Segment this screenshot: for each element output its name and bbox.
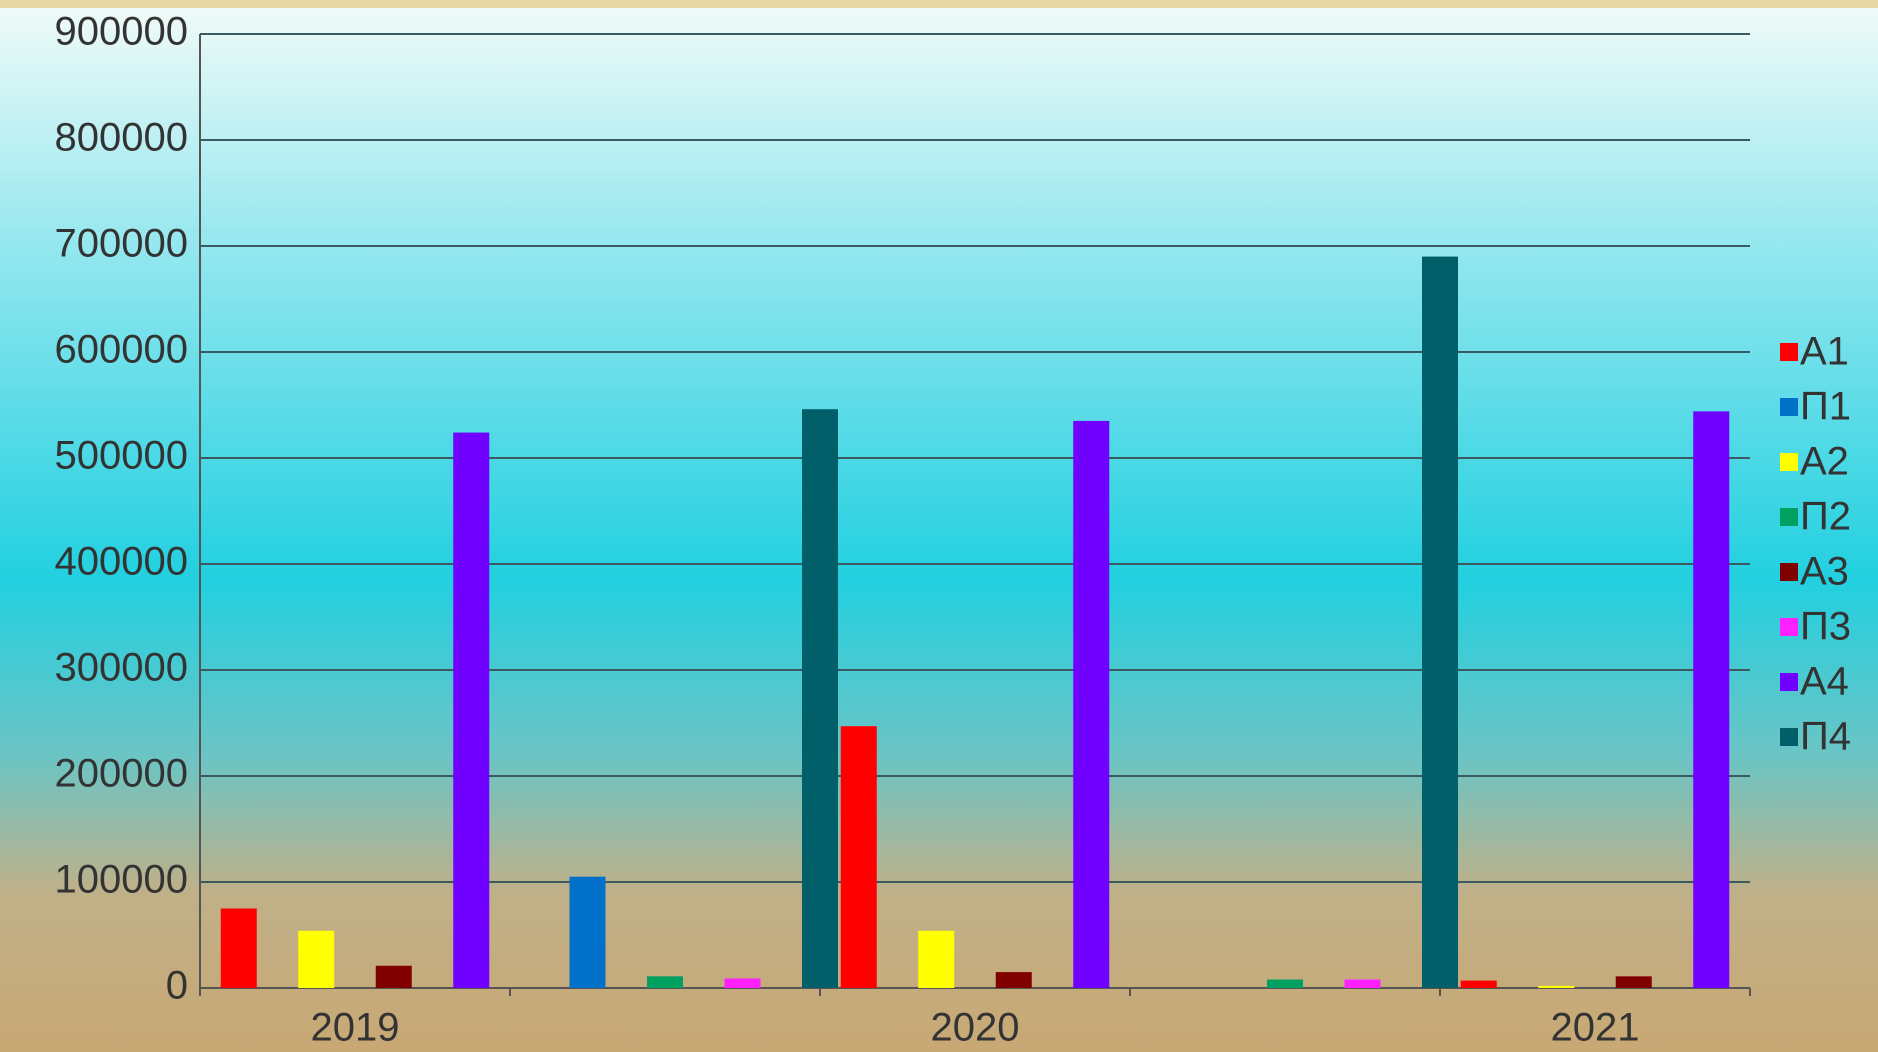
legend-swatch	[1780, 343, 1798, 361]
bar	[298, 930, 335, 988]
y-tick-label: 300000	[55, 646, 188, 690]
y-tick-label: 600000	[55, 328, 188, 372]
bar	[1538, 985, 1575, 988]
bar	[1615, 976, 1652, 988]
legend-swatch	[1780, 618, 1798, 636]
legend-swatch	[1780, 563, 1798, 581]
y-tick-label: 0	[166, 964, 188, 1008]
y-tick-label: 500000	[55, 434, 188, 478]
legend-label: А1	[1800, 330, 1849, 374]
y-tick-label: 900000	[55, 10, 188, 54]
bar	[1267, 979, 1303, 988]
legend-swatch	[1780, 673, 1798, 691]
bar	[1693, 411, 1730, 988]
y-tick-label: 400000	[55, 540, 188, 584]
legend-swatch	[1780, 508, 1798, 526]
bar	[1460, 980, 1497, 988]
bar	[1073, 420, 1110, 988]
y-tick-label: 100000	[55, 858, 188, 902]
bar	[840, 726, 877, 988]
y-tick-label: 200000	[55, 752, 188, 796]
legend-label: А2	[1800, 440, 1849, 484]
y-tick-label: 800000	[55, 116, 188, 160]
bar	[569, 876, 606, 988]
bar	[995, 972, 1032, 988]
bar	[453, 432, 490, 988]
bar	[220, 908, 257, 988]
x-tick-label: 2019	[311, 1006, 400, 1050]
legend-label: А3	[1800, 550, 1849, 594]
bar	[1344, 979, 1381, 988]
legend-label: П3	[1800, 605, 1851, 649]
bar	[724, 978, 761, 988]
x-tick-label: 2021	[1551, 1006, 1640, 1050]
x-tick-label: 2020	[931, 1006, 1020, 1050]
top-stripe	[0, 0, 1878, 8]
bar	[918, 930, 955, 988]
legend-label: П4	[1800, 715, 1851, 759]
bar	[1422, 256, 1458, 989]
legend-label: П2	[1800, 495, 1851, 539]
bar	[647, 976, 683, 988]
legend-label: А4	[1800, 660, 1849, 704]
bar	[375, 965, 412, 988]
legend-swatch	[1780, 398, 1798, 416]
bar	[802, 409, 838, 988]
legend-swatch	[1780, 453, 1798, 471]
legend-swatch	[1780, 728, 1798, 746]
y-tick-label: 700000	[55, 222, 188, 266]
legend-label: П1	[1800, 385, 1851, 429]
